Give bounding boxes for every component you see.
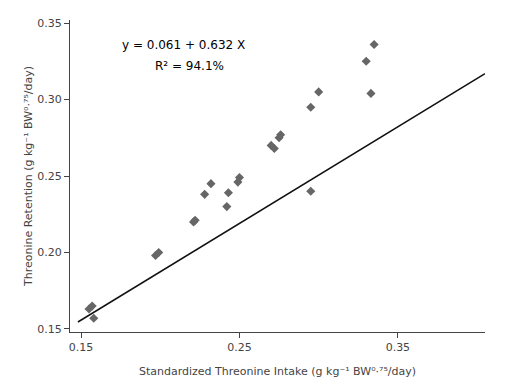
svg-text:R² = 94.1%: R² = 94.1% xyxy=(155,59,224,73)
svg-text:0.25: 0.25 xyxy=(37,170,62,183)
svg-text:y = 0.061 + 0.632 X: y = 0.061 + 0.632 X xyxy=(122,38,245,52)
svg-text:0.20: 0.20 xyxy=(37,246,62,259)
svg-text:0.35: 0.35 xyxy=(386,341,411,354)
svg-text:0.15: 0.15 xyxy=(69,341,94,354)
svg-text:Standardized Threonine Intake: Standardized Threonine Intake (g kg⁻¹ BW… xyxy=(139,365,416,378)
svg-text:Threonine Retention (g kg⁻¹ BW: Threonine Retention (g kg⁻¹ BW⁰·⁷⁵/day) xyxy=(22,66,35,287)
svg-text:0.25: 0.25 xyxy=(227,341,252,354)
svg-text:0.15: 0.15 xyxy=(37,323,62,336)
svg-text:0.35: 0.35 xyxy=(37,17,62,30)
svg-text:0.30: 0.30 xyxy=(37,93,62,106)
